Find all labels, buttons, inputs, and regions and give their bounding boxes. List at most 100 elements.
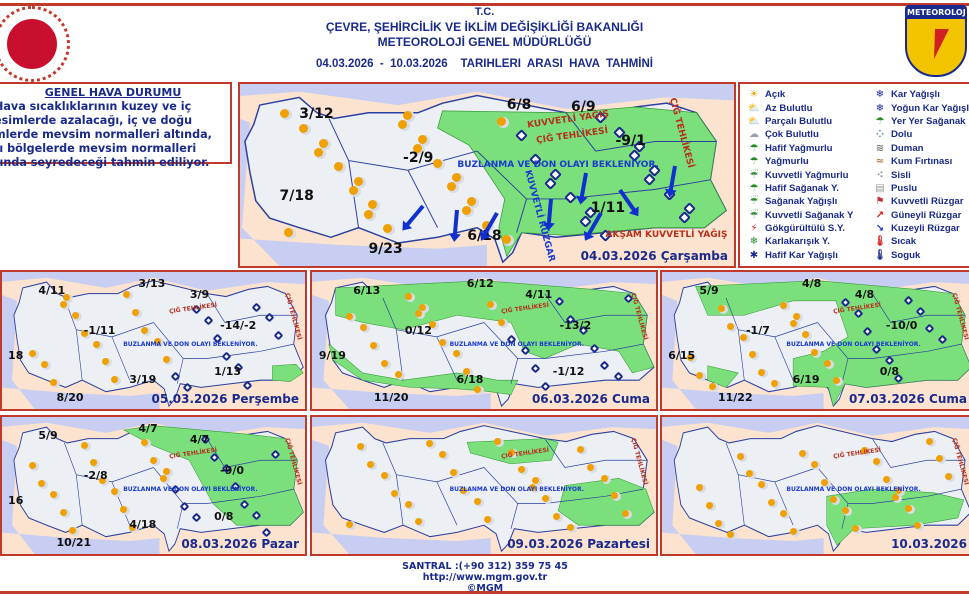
footer-copyright: ©MGM: [466, 583, 504, 594]
temperature-label: -2/9: [403, 149, 434, 166]
sun-cloud-icon: [279, 109, 289, 119]
sun-cloud-icon: [284, 227, 294, 237]
sun-cloud-icon: [462, 205, 472, 215]
legend-label: Yer Yer Sağanak: [891, 115, 966, 127]
legend-label: Dolu: [891, 129, 913, 141]
temperature-label: 4/8: [801, 277, 822, 291]
sun-cloud-icon: [50, 490, 58, 498]
temperature-label: 0/12: [404, 324, 432, 338]
temperature-label: 10/21: [56, 536, 92, 550]
frost-warning: BUZLANMA VE DON OLAYI BEKLENİYOR.: [123, 340, 258, 348]
light-snow-icon: ✱: [749, 249, 759, 261]
sun-cloud-icon: [484, 515, 491, 523]
sun-cloud-icon: [714, 519, 722, 527]
temperature-label: 4/11: [525, 288, 553, 302]
sun-cloud-icon: [801, 330, 809, 338]
region-borders: [64, 438, 298, 529]
map-date-label: 05.03.2026 Perşembe: [151, 392, 299, 406]
legend-label: Kum Fırtınası: [891, 156, 953, 168]
sun-cloud-icon: [363, 209, 373, 219]
legend-item: ❄ Yoğun Kar Yağışlı: [872, 101, 969, 114]
legend-item: ☂ Hafif Sağanak Y.: [746, 182, 853, 195]
sun-cloud-icon: [418, 303, 426, 311]
legend-item: ☔ Kuvvetli Yağmurlu: [746, 168, 853, 181]
footer-url[interactable]: http://www.mgm.gov.tr: [422, 572, 548, 583]
temperature-label: 9/23: [368, 240, 403, 257]
turkey-map: [312, 417, 656, 554]
sun-cloud-icon: [50, 378, 58, 386]
sun-small-cloud-icon: ⛅: [747, 102, 761, 114]
sun-cloud-icon: [820, 478, 828, 486]
sun-cloud-icon: [383, 224, 393, 234]
hail-icon: ⁘: [875, 129, 885, 141]
cold-thermometer-icon: 🌡: [873, 249, 887, 261]
legend: ☀ Açık ⛅ Az Bulutlu ⛅ Parçalı Bulutlu ☁ Çok Bul…: [738, 82, 969, 268]
map-annotation-frost: BUZLANMA VE DON OLAYI BEKLENİYOR.: [457, 160, 659, 171]
sun-cloud-icon: [789, 527, 797, 535]
temperature-label: 6/15: [668, 348, 696, 362]
sun-cloud-icon: [432, 158, 442, 168]
sun-cloud-icon: [758, 481, 766, 489]
map-date-label: 09.03.2026 Pazartesi: [507, 537, 650, 551]
sun-cloud-icon: [141, 326, 149, 334]
partly-cloudy-icon: ⛅: [747, 115, 761, 127]
sun-cloud-icon: [29, 462, 37, 470]
sun-cloud-icon: [823, 359, 831, 367]
sun-cloud-icon: [80, 441, 88, 449]
general-weather-summary: GENEL HAVA DURUMU Hava sıcaklıklarının k…: [0, 82, 232, 169]
sun-cloud-icon: [501, 235, 511, 245]
sun-cloud-icon: [111, 376, 119, 384]
legend-item: ❄ Karlakarışık Y.: [746, 235, 853, 248]
legend-label: Parçalı Bulutlu: [765, 115, 833, 127]
legend-item: ☔ Sağanak Yağışlı: [746, 195, 853, 208]
temperature-label: 11/20: [373, 391, 409, 405]
region-borders: [725, 293, 966, 384]
sun-cloud-icon: [314, 147, 324, 157]
sun-cloud-icon: [159, 474, 167, 482]
legend-label: Kuzeyli Rüzgar: [891, 223, 960, 235]
legend-label: Hafif Kar Yağışlı: [765, 249, 838, 261]
region-borders: [382, 438, 648, 529]
legend-label: Az Bulutlu: [765, 102, 813, 114]
sun-cloud-icon: [319, 138, 329, 148]
sun-cloud-icon: [162, 355, 170, 363]
main-forecast-map: 3/126/86/9-2/9-9/17/181/116/189/23KUVVET…: [238, 82, 736, 268]
temperature-label: 16: [8, 493, 24, 507]
legend-item: ☔ Kuvvetli Sağanak Y: [746, 209, 854, 222]
daily-forecast-map: ÇIĞ TEHLİKESİ ÇIĞ TEHLİKESİ BUZLANMA VE DO…: [310, 415, 658, 556]
sun-cloud-icon: [404, 292, 412, 300]
sun-cloud-icon: [518, 466, 526, 474]
sun-cloud-icon: [895, 486, 903, 494]
sun-cloud-icon: [904, 504, 912, 512]
sun-cloud-icon: [380, 471, 388, 479]
temperature-label: 1/11: [590, 200, 626, 217]
temperature-label: 0/8: [214, 510, 234, 524]
south-wind-arrow-icon: ↗: [875, 209, 885, 221]
black-sea: [312, 272, 656, 291]
sun-cloud-icon: [453, 350, 461, 358]
sun-cloud-icon: [428, 321, 436, 329]
light-rain-icon: ☂: [749, 142, 759, 154]
top-rule: [0, 3, 969, 6]
sun-cloud-icon: [770, 380, 778, 388]
daily-forecast-map: ÇIĞ TEHLİKESİ ÇIĞ TEHLİKESİ BUZLANMA VE DO…: [660, 415, 969, 556]
turkey-map: [312, 272, 656, 409]
daily-forecast-map: 4/11 3/13 3/9 -1/11 -14/-2 18 1/13 3/19 8/20 ÇIĞ …: [0, 270, 307, 411]
temperature-label: 11/22: [717, 391, 753, 405]
sun-cloud-icon: [749, 351, 757, 359]
sun-cloud-icon: [528, 484, 536, 492]
temperature-label: -1/7: [745, 324, 770, 338]
mgm-logo-text: METEOROLOJİ: [907, 7, 967, 19]
legend-label: Soguk: [891, 249, 921, 261]
temperature-label: 1/13: [214, 365, 242, 379]
legend-item: ❄ Kar Yağışlı: [872, 88, 969, 101]
legend-item: ✱ Hafif Kar Yağışlı: [746, 249, 853, 262]
sun-cloud-icon: [566, 523, 574, 531]
temperature-label: 3/12: [299, 105, 334, 122]
legend-item: ☂ Yer Yer Sağanak: [872, 115, 969, 128]
black-sea: [662, 417, 969, 436]
header-tc: T.C.: [474, 6, 495, 18]
sun-cloud-icon: [780, 510, 788, 518]
legend-item: ☁ Çok Bulutlu: [746, 128, 853, 141]
black-sea: [240, 84, 734, 109]
